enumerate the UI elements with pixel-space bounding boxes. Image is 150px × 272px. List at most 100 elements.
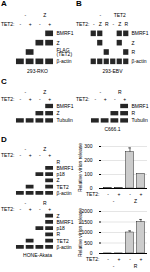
svg-text:-: - <box>93 21 95 27</box>
svg-text:Z: Z <box>99 21 102 27</box>
svg-text:Z: Z <box>134 198 137 204</box>
svg-text:R: R <box>132 110 136 116</box>
svg-text:Z: Z <box>118 21 121 27</box>
svg-text:100: 100 <box>84 171 93 177</box>
svg-text:Tubulin: Tubulin <box>57 117 73 123</box>
svg-text:R: R <box>57 159 61 165</box>
svg-text:TET2:: TET2: <box>86 256 100 262</box>
html-text:293-EBV: 293-EBV <box>102 68 123 74</box>
svg-text:-: - <box>39 152 41 158</box>
svg-text:R: R <box>57 231 61 237</box>
svg-text:-: - <box>113 198 115 204</box>
svg-text:-: - <box>39 21 41 27</box>
svg-text:TET2:: TET2: <box>1 152 15 158</box>
svg-text:-: - <box>24 12 26 18</box>
html-text:C666.1: C666.1 <box>104 126 121 132</box>
svg-text:+: + <box>48 96 51 102</box>
svg-text:1000: 1000 <box>81 229 92 235</box>
svg-text:-: - <box>99 89 101 95</box>
svg-text:Relative virion release: Relative virion release <box>77 143 83 192</box>
svg-text:1500: 1500 <box>81 219 92 225</box>
svg-text:-: - <box>129 191 131 197</box>
svg-text:+: + <box>139 256 142 262</box>
svg-text:Z: Z <box>57 213 60 219</box>
svg-text:R: R <box>134 263 138 269</box>
svg-text:Z: Z <box>57 177 60 183</box>
svg-text:β-actin: β-actin <box>57 244 72 250</box>
svg-text:+: + <box>48 21 51 27</box>
svg-text:+: + <box>29 152 32 158</box>
svg-text:-: - <box>107 191 109 197</box>
svg-text:300: 300 <box>84 143 93 149</box>
svg-text:+: + <box>118 191 121 197</box>
svg-text:TET2: TET2 <box>57 184 69 190</box>
svg-text:Z: Z <box>43 146 46 152</box>
svg-text:R: R <box>132 49 136 55</box>
svg-text:TET2: TET2 <box>57 238 69 244</box>
svg-text:-: - <box>95 96 97 102</box>
svg-text:BMRF1: BMRF1 <box>132 103 149 109</box>
svg-text:+: + <box>48 206 51 212</box>
svg-text:β-actin: β-actin <box>132 58 147 64</box>
svg-text:-: - <box>107 256 109 262</box>
svg-text:β-actin: β-actin <box>57 190 72 196</box>
svg-text:500: 500 <box>84 240 93 246</box>
svg-text:-: - <box>114 96 116 102</box>
svg-text:Tubulin: Tubulin <box>132 117 148 123</box>
svg-text:Z: Z <box>43 89 46 95</box>
svg-text:Relative virion release: Relative virion release <box>77 208 83 257</box>
svg-text:R: R <box>124 21 128 27</box>
svg-text:BMRF1: BMRF1 <box>57 219 74 225</box>
svg-text:+: + <box>104 96 107 102</box>
svg-text:TET2: TET2 <box>114 12 126 18</box>
svg-text:-: - <box>24 89 26 95</box>
html-text:B: B <box>76 0 82 8</box>
svg-text:Z: Z <box>57 40 60 46</box>
svg-text:-: - <box>39 96 41 102</box>
svg-text:Z: Z <box>43 12 46 18</box>
svg-text:p18: p18 <box>57 171 66 177</box>
svg-text:β-actin: β-actin <box>57 58 72 64</box>
html-text:A: A <box>1 0 7 8</box>
svg-text:Z: Z <box>57 110 60 116</box>
svg-text:+: + <box>48 152 51 158</box>
svg-text:R: R <box>43 200 47 206</box>
svg-text:+: + <box>29 96 32 102</box>
svg-text:200: 200 <box>84 157 93 163</box>
svg-text:Z: Z <box>132 40 135 46</box>
svg-text:TET2:: TET2: <box>76 21 90 27</box>
svg-text:-: - <box>20 96 22 102</box>
svg-text:BMRF1: BMRF1 <box>57 103 74 109</box>
svg-text:p18: p18 <box>57 225 66 231</box>
svg-text:-: - <box>129 256 131 262</box>
html-text:C: C <box>1 77 7 86</box>
svg-text:-: - <box>39 206 41 212</box>
svg-text:+: + <box>123 96 126 102</box>
svg-text:2000: 2000 <box>81 208 92 214</box>
svg-text:TET2:: TET2: <box>1 21 15 27</box>
svg-text:-: - <box>20 152 22 158</box>
svg-text:TET2:: TET2: <box>1 206 15 212</box>
svg-text:+: + <box>29 206 32 212</box>
svg-text:FLAG(TET2): FLAG(TET2) <box>57 47 73 58</box>
svg-text:-: - <box>99 12 101 18</box>
svg-text:+: + <box>118 256 121 262</box>
svg-text:-: - <box>20 21 22 27</box>
svg-text:-: - <box>20 206 22 212</box>
svg-text:-: - <box>113 263 115 269</box>
svg-text:BMRF1: BMRF1 <box>132 30 149 36</box>
html-text:293-RKO: 293-RKO <box>27 68 48 74</box>
svg-text:R: R <box>118 89 122 95</box>
svg-text:+: + <box>139 191 142 197</box>
svg-text:BMRF1: BMRF1 <box>57 165 74 171</box>
svg-text:+: + <box>29 21 32 27</box>
svg-text:TET2:: TET2: <box>86 191 100 197</box>
html-text:D: D <box>1 135 7 144</box>
svg-text:-: - <box>112 21 114 27</box>
svg-text:-: - <box>24 200 26 206</box>
svg-text:R: R <box>105 21 109 27</box>
svg-text:BMRF1: BMRF1 <box>57 30 74 36</box>
svg-text:TET2:: TET2: <box>1 96 15 102</box>
svg-text:-: - <box>24 146 26 152</box>
svg-text:TET2:: TET2: <box>76 96 90 102</box>
